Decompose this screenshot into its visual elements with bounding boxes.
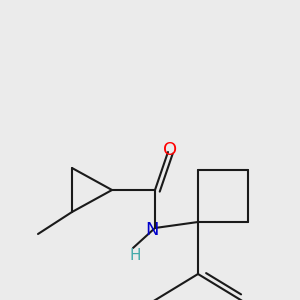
Text: N: N [145,221,159,239]
Text: O: O [163,141,177,159]
Text: H: H [129,248,141,263]
